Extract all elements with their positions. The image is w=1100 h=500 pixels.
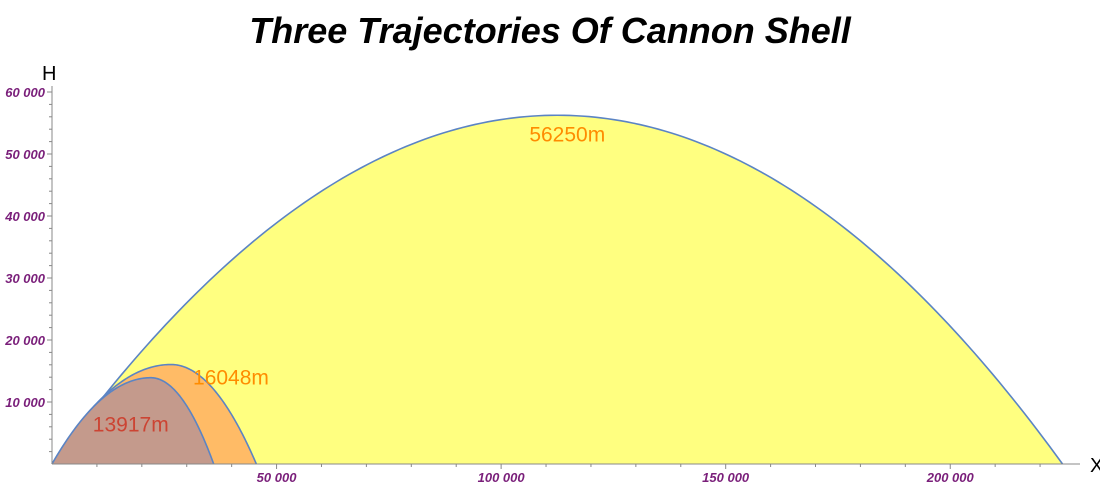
axes bbox=[51, 86, 1080, 465]
x-tick-label: 150 000 bbox=[702, 470, 750, 485]
y-axis-label: H bbox=[42, 63, 56, 85]
trajectory-area-3 bbox=[52, 377, 214, 464]
chart-title: Three Trajectories Of Cannon Shell bbox=[249, 10, 851, 51]
apex-height-label-1: 56250m bbox=[529, 123, 605, 146]
x-tick-label: 200 000 bbox=[926, 470, 975, 485]
ticks bbox=[47, 91, 1041, 469]
y-tick-label: 60 000 bbox=[5, 85, 46, 100]
trajectory-line-3 bbox=[51, 376, 215, 465]
y-tick-label: 50 000 bbox=[5, 147, 46, 162]
trajectory-area-1 bbox=[52, 115, 1063, 464]
x-tick-label: 50 000 bbox=[257, 470, 298, 485]
x-tick-label: 100 000 bbox=[478, 470, 526, 485]
labels: 50 000 100 000 150 000 200 000 10 000 20 000 3… bbox=[4, 63, 1100, 485]
y-tick-label: 10 000 bbox=[5, 395, 46, 410]
x-axis-label: X bbox=[1090, 455, 1100, 477]
y-tick-label: 40 000 bbox=[4, 209, 46, 224]
trajectory-line-1 bbox=[51, 114, 1064, 465]
trajectory-areas bbox=[51, 114, 1064, 465]
y-tick-label: 20 000 bbox=[4, 333, 46, 348]
apex-height-label-2: 16048m bbox=[193, 367, 269, 390]
y-tick-label: 30 000 bbox=[5, 271, 46, 286]
apex-height-label-3: 13917m bbox=[93, 414, 169, 437]
